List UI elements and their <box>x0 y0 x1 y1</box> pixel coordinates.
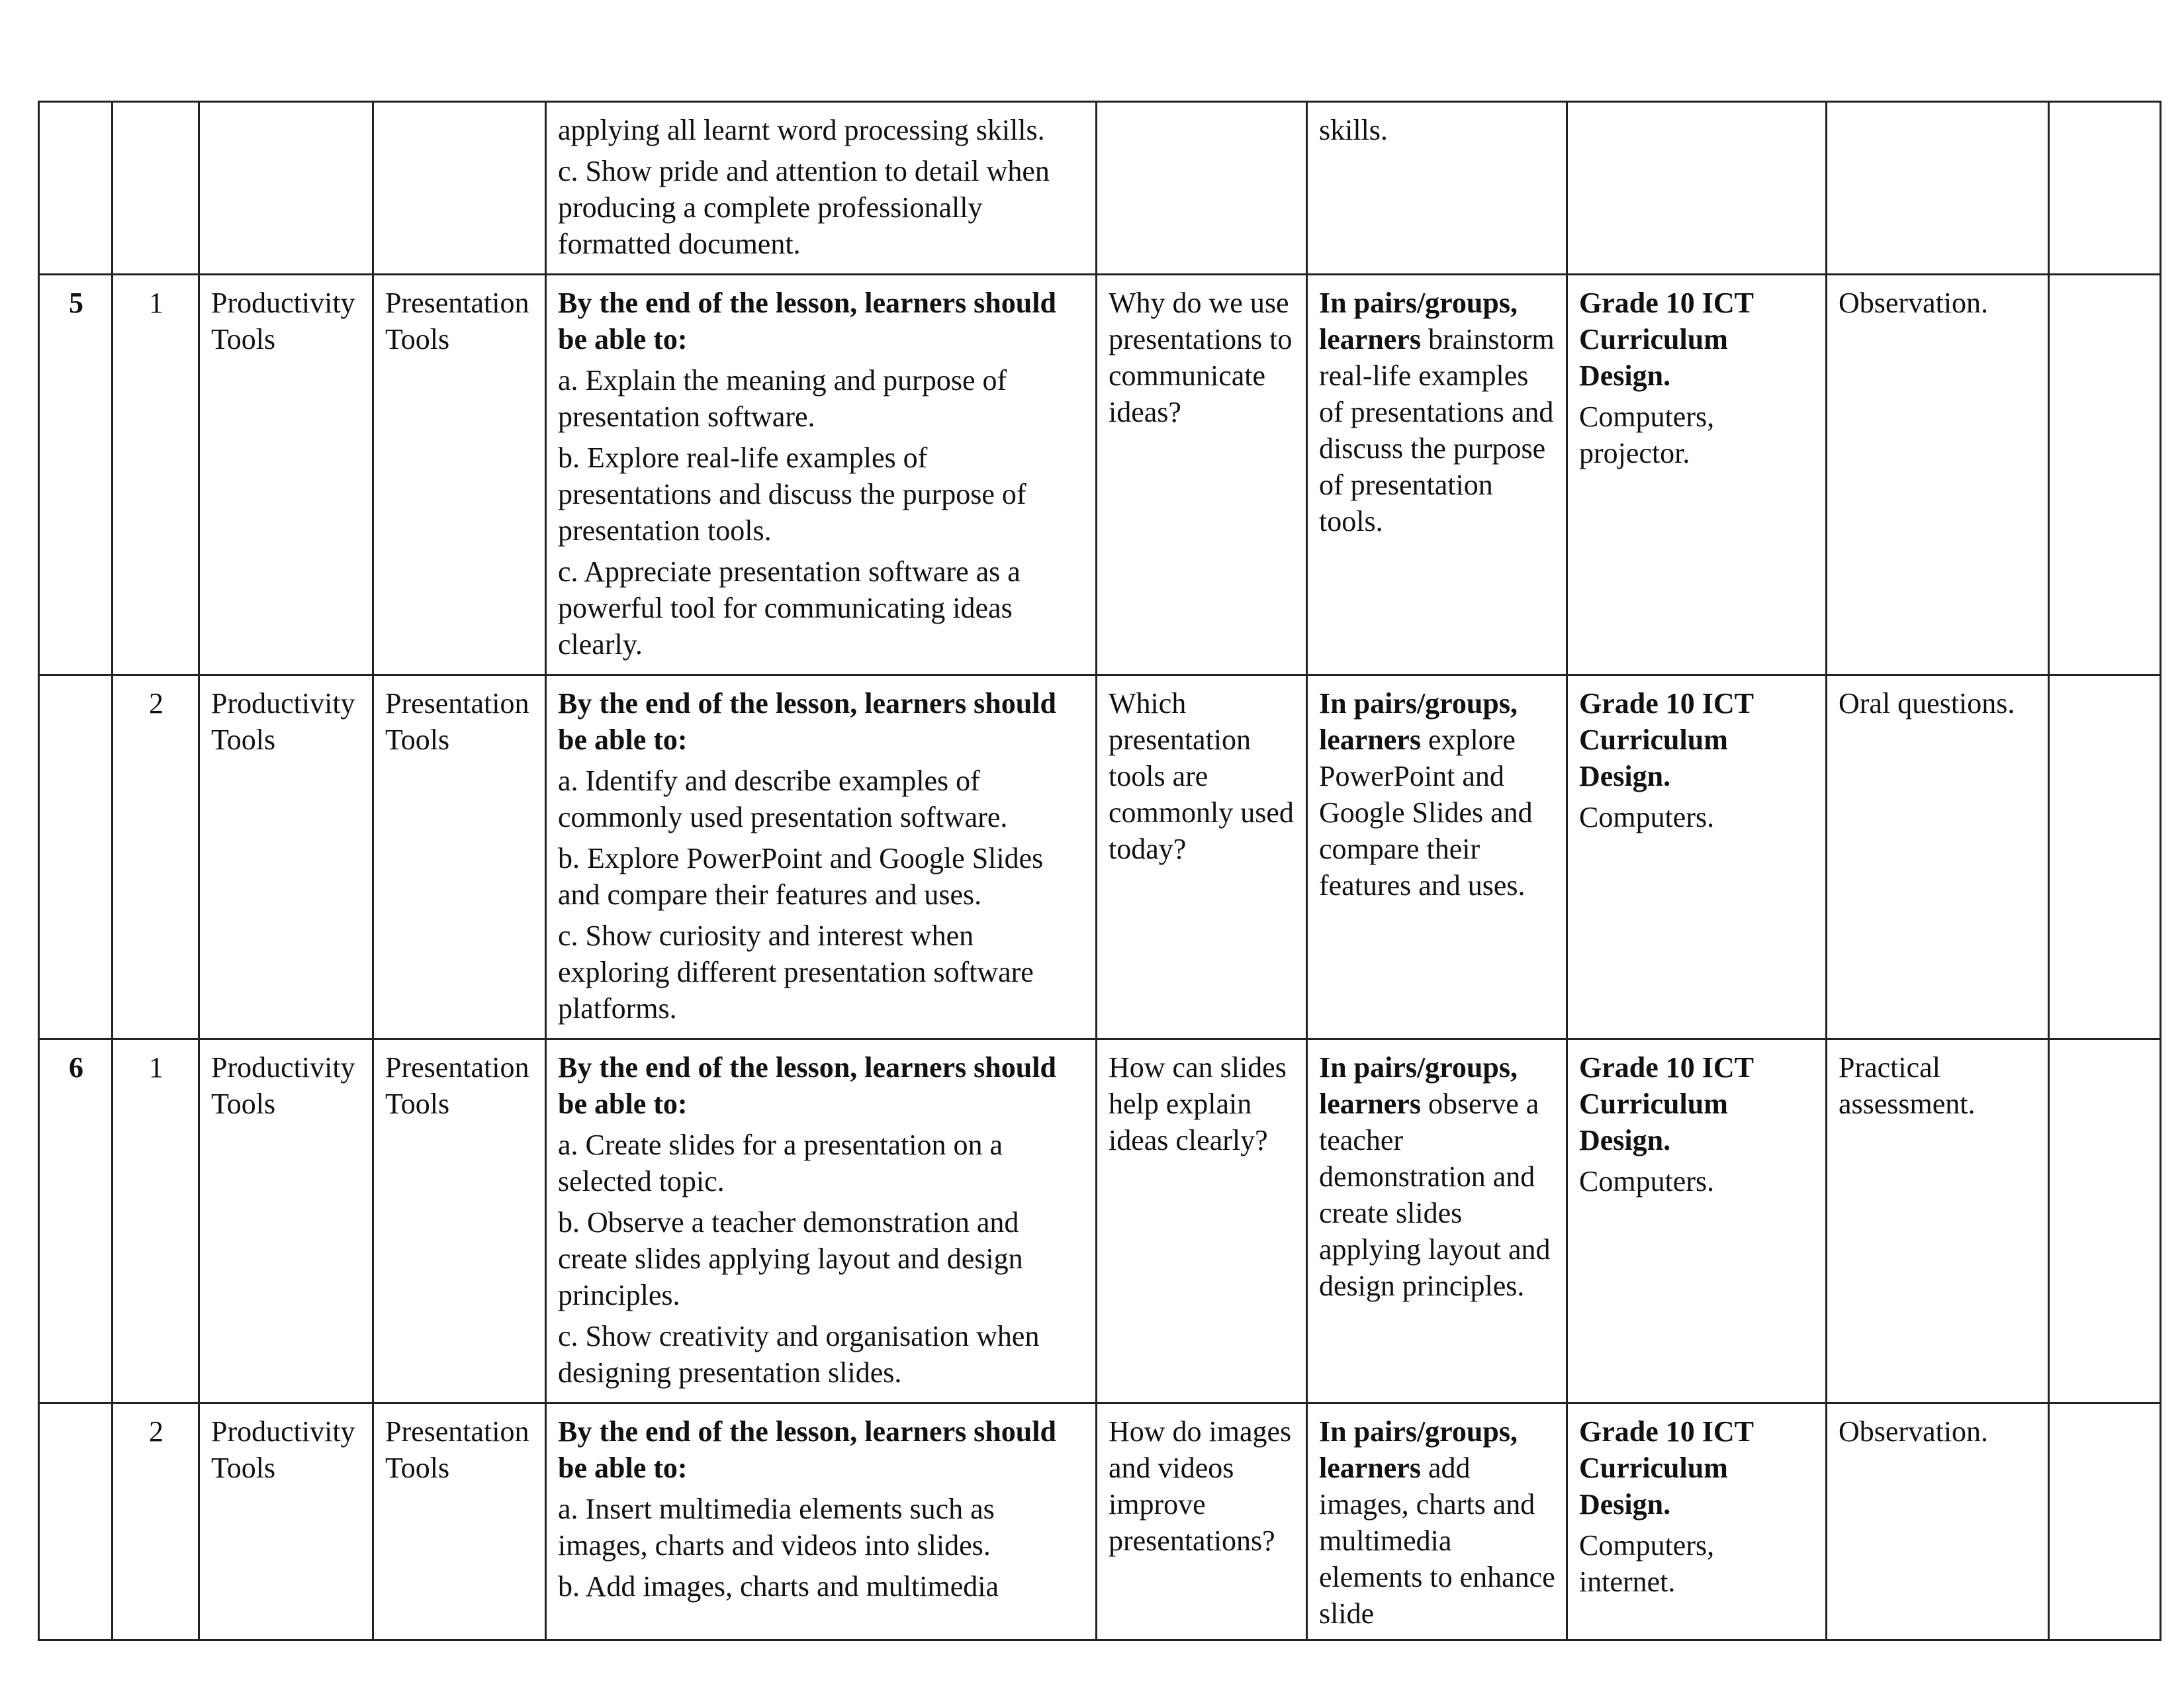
outcome-item: c. Show pride and attention to detail wh… <box>558 155 1050 260</box>
lesson-cell: 2 <box>111 674 200 1040</box>
key-inquiry-question-cell <box>1095 101 1308 275</box>
week-number: 6 <box>69 1051 83 1084</box>
week-cell: 5 <box>38 273 113 676</box>
strand-cell: Productivity Tools <box>198 273 374 676</box>
lesson-cell: 1 <box>111 273 200 676</box>
lesson-cell: 1 <box>111 1038 200 1404</box>
learning-experiences-cell: In pairs/groups, learners observe a teac… <box>1306 1038 1568 1404</box>
learning-experiences-cell: In pairs/groups, learners add images, ch… <box>1306 1402 1568 1641</box>
table-row: 2 Productivity Tools Presentation Tools By … <box>38 1402 2161 1641</box>
experiences-text: add images, charts and multimedia elemen… <box>1319 1452 1555 1630</box>
resources-text: Computers. <box>1579 1165 1715 1197</box>
outcome-item: b. Add images, charts and multimedia <box>558 1570 999 1603</box>
outcomes-heading: By the end of the lesson, learners shoul… <box>558 1415 1056 1484</box>
assessment-cell: Practical assessment. <box>1825 1038 2050 1404</box>
learning-outcomes-cell: applying all learnt word processing skil… <box>545 101 1097 275</box>
experiences-lead: In pairs/groups, learners <box>1319 1051 1518 1120</box>
outcome-item: a. Insert multimedia elements such as im… <box>558 1493 995 1562</box>
outcome-item: a. Create slides for a presentation on a… <box>558 1129 1003 1197</box>
scheme-of-work-table: applying all learnt word processing skil… <box>38 101 2161 1641</box>
key-inquiry-question-cell: Why do we use presentations to communica… <box>1095 273 1308 676</box>
outcomes-heading: By the end of the lesson, learners shoul… <box>558 687 1056 756</box>
lesson-cell: 2 <box>111 1402 200 1641</box>
outcomes-heading: By the end of the lesson, learners shoul… <box>558 287 1056 355</box>
remarks-cell <box>2048 1038 2161 1404</box>
outcome-item: c. Show curiosity and interest when expl… <box>558 919 1034 1025</box>
experiences-text: observe a teacher demonstration and crea… <box>1319 1088 1551 1302</box>
sub-strand-cell: Presentation Tools <box>372 1038 547 1404</box>
table-row: applying all learnt word processing skil… <box>38 101 2161 275</box>
resources-lead: Grade 10 ICT Curriculum Design. <box>1579 1051 1754 1156</box>
resources-lead: Grade 10 ICT Curriculum Design. <box>1579 1415 1754 1521</box>
learning-outcomes-cell: By the end of the lesson, learners shoul… <box>545 1038 1097 1404</box>
outcome-item: applying all learnt word processing skil… <box>558 114 1045 146</box>
outcome-item: a. Identify and describe examples of com… <box>558 765 1008 833</box>
week-number: 5 <box>69 287 83 319</box>
resources-text: Computers, projector. <box>1579 400 1715 469</box>
experiences-text: skills. <box>1319 114 1388 146</box>
learning-experiences-cell: skills. <box>1306 101 1568 275</box>
learning-resources-cell: Grade 10 ICT Curriculum Design. Computers… <box>1566 1402 1827 1641</box>
outcome-item: c. Show creativity and organisation when… <box>558 1320 1040 1389</box>
learning-resources-cell: Grade 10 ICT Curriculum Design. Computers… <box>1566 674 1827 1040</box>
week-cell <box>38 101 113 275</box>
learning-resources-cell: Grade 10 ICT Curriculum Design. Computers… <box>1566 273 1827 676</box>
learning-experiences-cell: In pairs/groups, learners explore PowerP… <box>1306 674 1568 1040</box>
outcome-item: a. Explain the meaning and purpose of pr… <box>558 364 1007 433</box>
strand-cell <box>198 101 374 275</box>
learning-outcomes-cell: By the end of the lesson, learners shoul… <box>545 674 1097 1040</box>
sub-strand-cell: Presentation Tools <box>372 273 547 676</box>
outcome-item: b. Explore real-life examples of present… <box>558 442 1026 547</box>
experiences-text: explore PowerPoint and Google Slides and… <box>1319 724 1533 902</box>
table-row: 5 1 Productivity Tools Presentation Tools By… <box>38 273 2161 676</box>
assessment-cell: Observation. <box>1825 273 2050 676</box>
remarks-cell <box>2048 1402 2161 1641</box>
learning-outcomes-cell: By the end of the lesson, learners shoul… <box>545 273 1097 676</box>
key-inquiry-question-cell: Which presentation tools are commonly us… <box>1095 674 1308 1040</box>
resources-lead: Grade 10 ICT Curriculum Design. <box>1579 687 1754 792</box>
remarks-cell <box>2048 674 2161 1040</box>
sub-strand-cell: Presentation Tools <box>372 1402 547 1641</box>
resources-text: Computers. <box>1579 801 1715 833</box>
week-cell <box>38 1402 113 1641</box>
learning-resources-cell <box>1566 101 1827 275</box>
outcome-item: b. Observe a teacher demonstration and c… <box>558 1206 1023 1311</box>
week-cell <box>38 674 113 1040</box>
learning-resources-cell: Grade 10 ICT Curriculum Design. Computers… <box>1566 1038 1827 1404</box>
key-inquiry-question-cell: How do images and videos improve present… <box>1095 1402 1308 1641</box>
resources-lead: Grade 10 ICT Curriculum Design. <box>1579 287 1754 392</box>
sub-strand-cell <box>372 101 547 275</box>
remarks-cell <box>2048 101 2161 275</box>
outcome-item: b. Explore PowerPoint and Google Slides … <box>558 842 1044 911</box>
strand-cell: Productivity Tools <box>198 1402 374 1641</box>
table-row: 6 1 Productivity Tools Presentation Tools By… <box>38 1038 2161 1404</box>
table-row: 2 Productivity Tools Presentation Tools By … <box>38 674 2161 1040</box>
assessment-cell: Oral questions. <box>1825 674 2050 1040</box>
outcomes-heading: By the end of the lesson, learners shoul… <box>558 1051 1056 1120</box>
experiences-lead: In pairs/groups, learners <box>1319 287 1518 355</box>
experiences-text: brainstorm real-life examples of present… <box>1319 323 1555 538</box>
assessment-cell <box>1825 101 2050 275</box>
experiences-lead: In pairs/groups, learners <box>1319 1415 1518 1484</box>
strand-cell: Productivity Tools <box>198 674 374 1040</box>
strand-cell: Productivity Tools <box>198 1038 374 1404</box>
learning-outcomes-cell: By the end of the lesson, learners shoul… <box>545 1402 1097 1641</box>
key-inquiry-question-cell: How can slides help explain ideas clearl… <box>1095 1038 1308 1404</box>
experiences-lead: In pairs/groups, learners <box>1319 687 1518 756</box>
outcome-item: c. Appreciate presentation software as a… <box>558 555 1021 661</box>
week-cell: 6 <box>38 1038 113 1404</box>
resources-text: Computers, internet. <box>1579 1529 1715 1598</box>
remarks-cell <box>2048 273 2161 676</box>
learning-experiences-cell: In pairs/groups, learners brainstorm rea… <box>1306 273 1568 676</box>
assessment-cell: Observation. <box>1825 1402 2050 1641</box>
lesson-cell <box>111 101 200 275</box>
sub-strand-cell: Presentation Tools <box>372 674 547 1040</box>
